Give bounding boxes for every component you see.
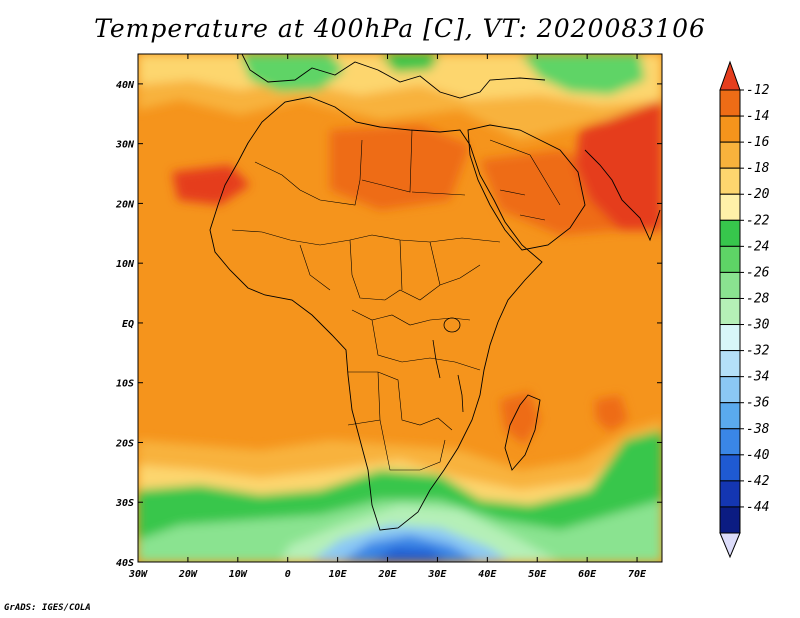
black-sea-green (380, 54, 440, 72)
y-tick-label: 40S (116, 558, 134, 569)
india-coastline (584, 149, 661, 242)
x-tick-label: 70E (628, 569, 647, 580)
colorbar-swatch (719, 141, 741, 169)
coastlines (209, 54, 661, 531)
border-central (299, 239, 481, 301)
colorbar-level-label: -44 (746, 500, 769, 515)
colorbar-level-label: -18 (746, 161, 770, 176)
madagascar-warm (500, 392, 540, 445)
lakes (432, 317, 464, 413)
x-tick-label: 50E (528, 569, 547, 580)
colorbar-swatch (719, 271, 741, 299)
colorbar-swatch (719, 219, 741, 247)
colorbar-level-label: -16 (746, 135, 770, 150)
x-tick-label: 20E (377, 569, 397, 580)
colorbar-level-label: -38 (746, 422, 770, 437)
colorbar-level-label: -34 (746, 370, 769, 385)
y-tick-label: EQ (122, 319, 134, 330)
x-tick-label: 60E (578, 569, 597, 580)
colorbar-swatch (719, 376, 741, 404)
colorbar-swatch (719, 115, 741, 143)
y-tick-label: 10N (116, 259, 135, 270)
x-tick-label: 20W (178, 569, 198, 580)
africa-coastline (209, 96, 543, 531)
x-tick-label: 0 (285, 569, 291, 580)
colorbar-swatch (719, 193, 741, 221)
x-tick-label: 30W (128, 569, 148, 580)
y-tick-label: 30N (115, 140, 135, 151)
madagascar-coastline (504, 394, 541, 471)
y-tick-label: 30S (115, 498, 134, 509)
x-tick-label: 10E (329, 569, 348, 580)
y-tick-label: 40N (116, 80, 135, 91)
border-southern (347, 371, 453, 471)
arabia-coastline (467, 124, 586, 251)
cold-core (340, 535, 480, 562)
colorbar-under-triangle (719, 532, 741, 559)
colorbar-level-label: -14 (746, 109, 769, 124)
colorbar-swatch (719, 89, 741, 117)
colorbar-level-label: -36 (746, 396, 770, 411)
border-sahel (231, 229, 501, 246)
colorbar-level-label: -22 (746, 213, 770, 228)
colorbar-swatch (719, 350, 741, 378)
lake-malawi (457, 374, 464, 413)
chart-title: Temperature at 400hPa [C], VT: 202008310… (94, 14, 706, 43)
country-borders (231, 129, 561, 471)
india-max (575, 100, 662, 230)
indian-ocean-warm (595, 395, 628, 432)
border-arabia (489, 139, 561, 221)
y-tick-label: 20N (115, 199, 135, 210)
colorbar-swatch (719, 297, 741, 326)
colorbar-swatch (719, 167, 741, 195)
x-tick-label: 40E (478, 569, 497, 580)
border-north-africa (254, 129, 466, 206)
credit-label: GrADS: IGES/COLA (4, 603, 91, 613)
colorbar-level-label: -12 (746, 83, 770, 98)
europe-coastline (241, 54, 546, 99)
colorbar-swatch (719, 454, 741, 482)
colorbar-level-label: -20 (746, 187, 770, 202)
colorbar-level-label: -32 (746, 344, 770, 359)
temperature-field (138, 54, 662, 562)
colorbar-swatch (719, 428, 741, 456)
cold-core-inner (370, 548, 450, 562)
colorbar-swatch (719, 402, 741, 430)
lake-victoria (443, 317, 461, 333)
caspian-green (520, 54, 645, 95)
y-tick-label: 10S (116, 379, 134, 390)
colorbar-level-label: -26 (746, 265, 770, 280)
colorbar-over-triangle (719, 60, 741, 91)
y-tick-label: 20S (115, 438, 134, 449)
saharan-ridge (330, 125, 470, 210)
colorbar-level-label: -24 (746, 239, 769, 254)
med-green-patch (240, 54, 345, 92)
colorbar-swatch (719, 245, 741, 273)
colorbar-level-label: -28 (746, 291, 770, 306)
x-tick-label: 30E (427, 569, 447, 580)
colorbar-swatch (719, 480, 741, 508)
colorbar-level-label: -30 (746, 318, 770, 333)
colorbar-level-label: -42 (746, 474, 770, 489)
lake-tanganyika (432, 339, 441, 379)
axis-ticks: 30W 20W 10W 0 10E 20E 30E 40E 50E 60E 70E 40N 30N 20N… (115, 54, 662, 580)
colorbar: -12 -14 -16 -18 -20 -22 -24 -26 -28 -30 -32 -34 -36 -… (719, 60, 770, 559)
colorbar-swatch (719, 506, 741, 534)
colorbar-level-label: -40 (746, 448, 770, 463)
plot-frame (137, 53, 663, 563)
colorbar-swatch (719, 324, 741, 352)
x-tick-label: 10W (229, 569, 248, 580)
